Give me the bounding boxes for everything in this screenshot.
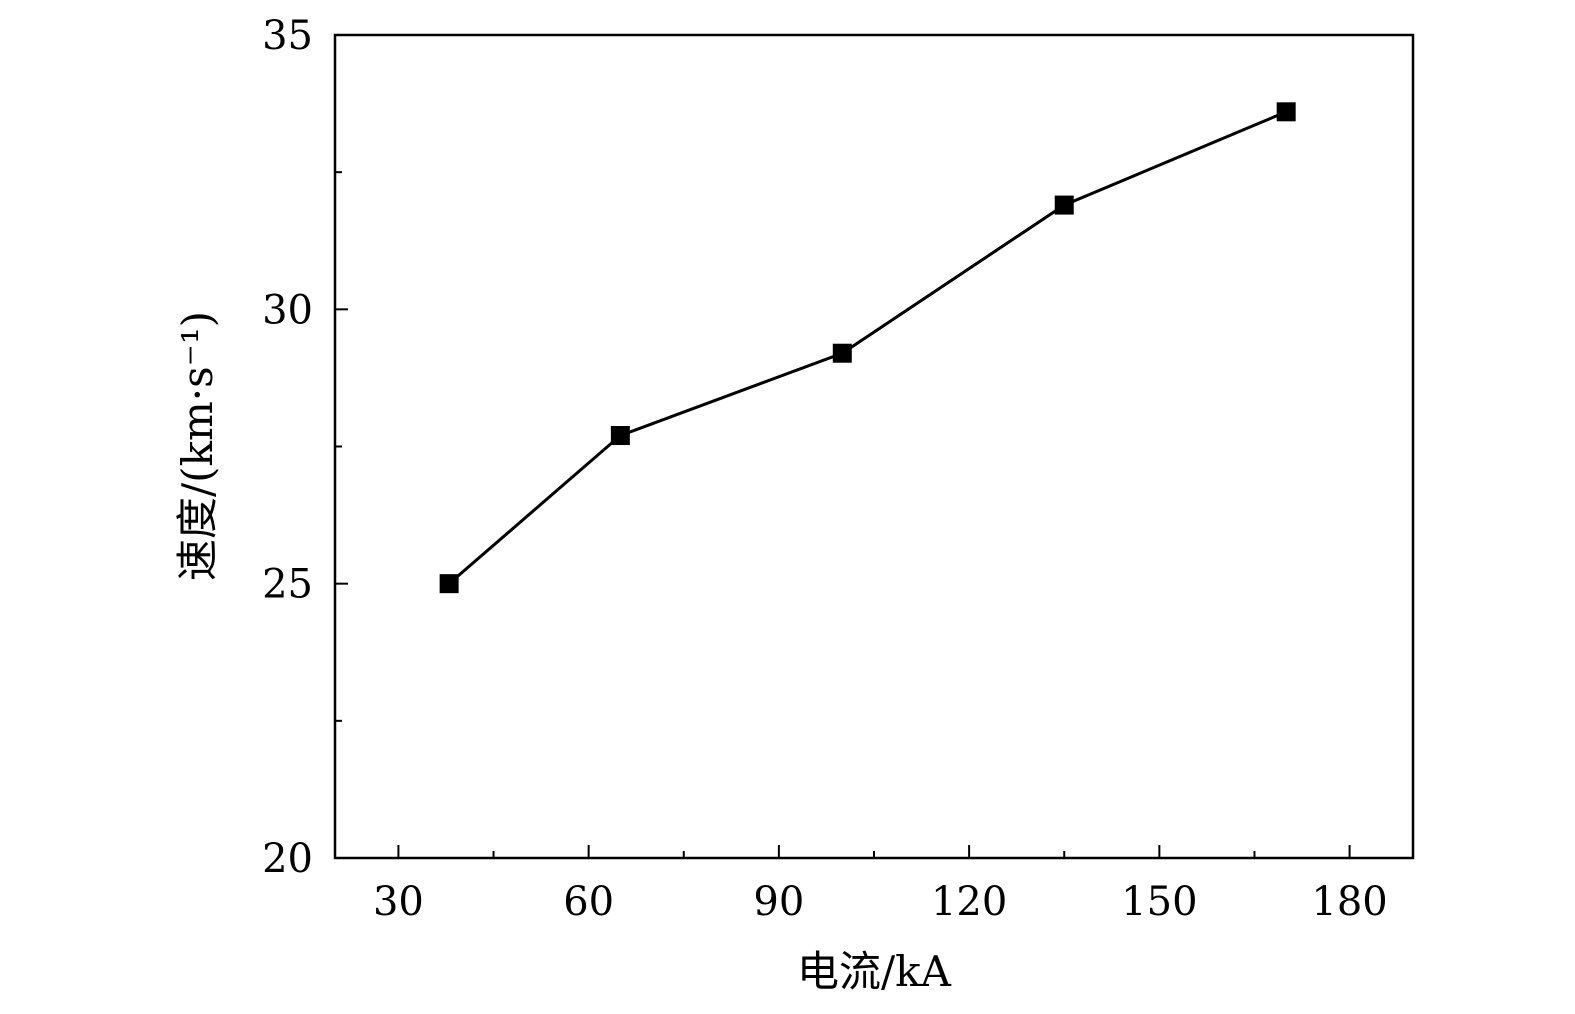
axis-ticks <box>335 34 1351 859</box>
axis-tick-labels: 30 60 90 120 150 180 20 25 30 35 <box>262 13 1388 925</box>
series-markers <box>439 102 1296 594</box>
y-axis-title: 速度/(km·s⁻¹) <box>173 311 222 581</box>
x-axis-title: 电流/kA <box>797 947 952 996</box>
data-point-5 <box>1276 102 1296 122</box>
data-point-2 <box>610 426 630 446</box>
x-tick-label-60: 60 <box>563 879 614 925</box>
data-point-1 <box>439 574 459 594</box>
x-tick-label-150: 150 <box>1121 879 1197 925</box>
x-tick-label-120: 120 <box>931 879 1007 925</box>
y-tick-label-25: 25 <box>262 562 313 608</box>
data-point-3 <box>832 343 852 363</box>
y-tick-label-35: 35 <box>262 13 313 59</box>
x-tick-label-30: 30 <box>373 879 424 925</box>
x-tick-label-180: 180 <box>1311 879 1387 925</box>
y-tick-label-30: 30 <box>262 287 313 333</box>
plot-frame <box>333 33 1415 860</box>
data-point-4 <box>1054 195 1074 215</box>
y-tick-label-20: 20 <box>262 836 313 882</box>
series-line <box>448 110 1287 585</box>
x-tick-label-90: 90 <box>753 879 804 925</box>
